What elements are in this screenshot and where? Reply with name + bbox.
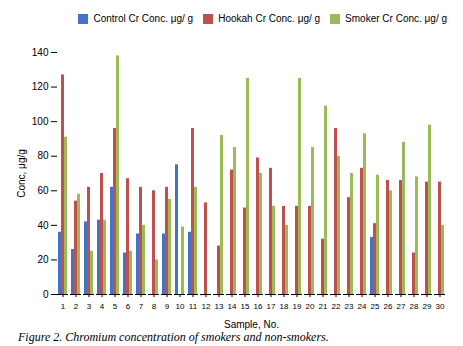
svg-text:15: 15 [241,302,250,311]
html-text:Smoker Cr Conc. μg/ g: Smoker Cr Conc. μg/ g [345,13,447,24]
svg-text:140: 140 [32,47,49,58]
svg-text:Sample, No.: Sample, No. [224,319,279,330]
svg-text:19: 19 [293,302,302,311]
svg-text:21: 21 [319,302,328,311]
svg-text:100: 100 [32,116,49,127]
svg-text:25: 25 [371,302,380,311]
svg-text:20: 20 [306,302,315,311]
svg-text:8: 8 [152,302,157,311]
svg-text:40: 40 [37,220,49,231]
svg-text:13: 13 [215,302,224,311]
svg-text:30: 30 [436,302,445,311]
svg-text:120: 120 [32,81,49,92]
svg-text:27: 27 [397,302,406,311]
svg-text:9: 9 [165,302,170,311]
svg-text:4: 4 [100,302,105,311]
svg-text:29: 29 [423,302,432,311]
svg-text:17: 17 [267,302,276,311]
svg-text:0: 0 [43,289,49,300]
svg-text:10: 10 [176,302,185,311]
svg-text:11: 11 [189,302,198,311]
svg-text:22: 22 [332,302,341,311]
svg-text:5: 5 [113,302,118,311]
svg-text:14: 14 [228,302,237,311]
svg-text:60: 60 [37,185,49,196]
svg-text:80: 80 [37,150,49,161]
svg-text:16: 16 [254,302,263,311]
svg-text:2: 2 [74,302,79,311]
svg-text:20: 20 [37,254,49,265]
svg-text:28: 28 [410,302,419,311]
svg-text:1: 1 [61,302,66,311]
svg-text:Conc, μg/g: Conc, μg/g [16,149,27,198]
svg-text:7: 7 [139,302,144,311]
html-text:Figure 2. Chromium concentrati: Figure 2. Chromium concentration of smok… [18,330,329,344]
svg-text:3: 3 [87,302,92,311]
svg-text:26: 26 [384,302,393,311]
svg-text:6: 6 [126,302,131,311]
svg-text:23: 23 [345,302,354,311]
html-text:Control Cr Conc. μg/ g: Control Cr Conc. μg/ g [93,13,194,24]
svg-text:18: 18 [280,302,289,311]
svg-text:12: 12 [202,302,211,311]
svg-text:24: 24 [358,302,367,311]
html-text:Hookah Cr Conc. μg/ g: Hookah Cr Conc. μg/ g [218,13,321,24]
